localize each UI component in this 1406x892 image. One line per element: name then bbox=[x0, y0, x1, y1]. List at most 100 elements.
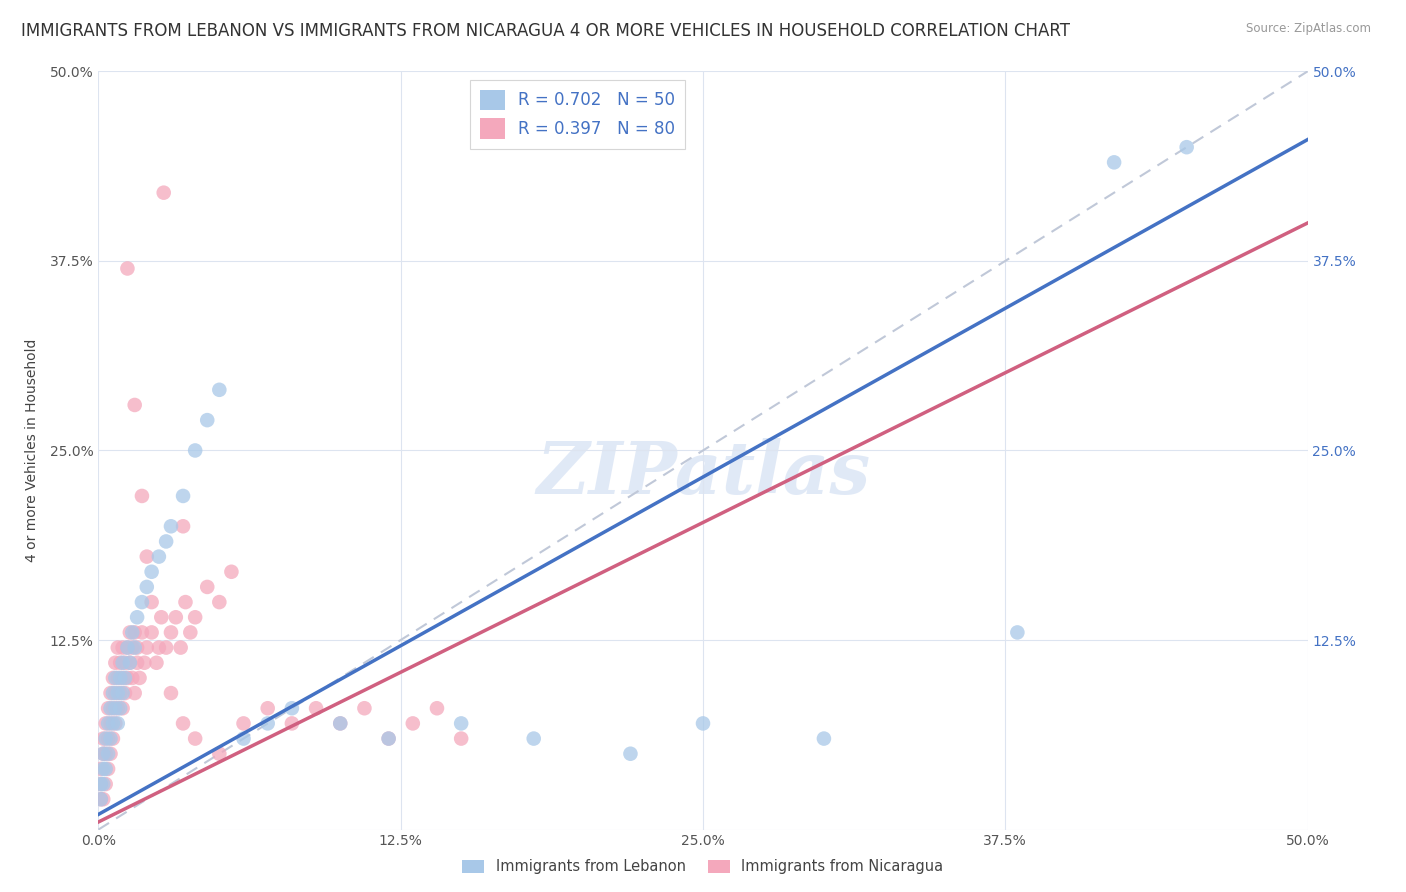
Point bbox=[121, 625, 143, 640]
Point bbox=[148, 549, 170, 564]
Point bbox=[377, 731, 399, 746]
Point bbox=[813, 731, 835, 746]
Point bbox=[329, 716, 352, 731]
Point bbox=[104, 656, 127, 670]
Point bbox=[107, 640, 129, 655]
Point bbox=[232, 716, 254, 731]
Point bbox=[100, 701, 122, 715]
Point bbox=[184, 731, 207, 746]
Point bbox=[97, 731, 120, 746]
Point bbox=[100, 747, 122, 761]
Point bbox=[108, 686, 131, 700]
Point bbox=[107, 716, 129, 731]
Point bbox=[117, 640, 139, 655]
Point bbox=[1007, 625, 1029, 640]
Point bbox=[100, 716, 122, 731]
Point bbox=[104, 716, 127, 731]
Point bbox=[450, 716, 472, 731]
Point bbox=[221, 565, 243, 579]
Point bbox=[256, 716, 278, 731]
Legend: R = 0.702   N = 50, R = 0.397   N = 80: R = 0.702 N = 50, R = 0.397 N = 80 bbox=[470, 79, 685, 149]
Point bbox=[135, 640, 157, 655]
Point bbox=[94, 716, 117, 731]
Point bbox=[121, 671, 143, 685]
Point bbox=[208, 383, 231, 397]
Point bbox=[90, 777, 112, 791]
Point bbox=[91, 792, 114, 806]
Point bbox=[131, 489, 153, 503]
Point bbox=[169, 640, 191, 655]
Point bbox=[121, 640, 143, 655]
Text: ZIPatlas: ZIPatlas bbox=[536, 438, 870, 508]
Y-axis label: 4 or more Vehicles in Household: 4 or more Vehicles in Household bbox=[24, 339, 38, 562]
Point bbox=[107, 671, 129, 685]
Point bbox=[94, 731, 117, 746]
Point bbox=[426, 701, 449, 715]
Point bbox=[104, 686, 127, 700]
Point bbox=[117, 671, 139, 685]
Point bbox=[114, 656, 136, 670]
Point bbox=[90, 762, 112, 776]
Point bbox=[111, 701, 134, 715]
Point bbox=[353, 701, 375, 715]
Point bbox=[127, 610, 149, 624]
Point bbox=[184, 443, 207, 458]
Point bbox=[1102, 155, 1125, 169]
Point bbox=[101, 701, 124, 715]
Point bbox=[111, 640, 134, 655]
Point bbox=[1175, 140, 1198, 154]
Legend: Immigrants from Lebanon, Immigrants from Nicaragua: Immigrants from Lebanon, Immigrants from… bbox=[457, 854, 949, 880]
Point bbox=[97, 762, 120, 776]
Point bbox=[172, 489, 194, 503]
Point bbox=[111, 671, 134, 685]
Point bbox=[117, 640, 139, 655]
Point bbox=[450, 731, 472, 746]
Point bbox=[195, 580, 218, 594]
Point bbox=[172, 716, 194, 731]
Point bbox=[108, 671, 131, 685]
Point bbox=[101, 716, 124, 731]
Point bbox=[305, 701, 328, 715]
Point bbox=[107, 686, 129, 700]
Point bbox=[195, 413, 218, 427]
Point bbox=[124, 640, 146, 655]
Point bbox=[155, 640, 177, 655]
Point bbox=[281, 716, 304, 731]
Point bbox=[108, 701, 131, 715]
Point bbox=[111, 656, 134, 670]
Point bbox=[141, 595, 163, 609]
Point bbox=[692, 716, 714, 731]
Point bbox=[91, 731, 114, 746]
Point bbox=[100, 686, 122, 700]
Point bbox=[174, 595, 197, 609]
Point bbox=[100, 731, 122, 746]
Point bbox=[91, 762, 114, 776]
Point bbox=[127, 656, 149, 670]
Point bbox=[131, 625, 153, 640]
Point bbox=[90, 792, 112, 806]
Point bbox=[94, 762, 117, 776]
Point bbox=[127, 640, 149, 655]
Point bbox=[90, 777, 112, 791]
Point bbox=[179, 625, 201, 640]
Point bbox=[131, 595, 153, 609]
Point bbox=[101, 731, 124, 746]
Point bbox=[165, 610, 187, 624]
Point bbox=[134, 656, 156, 670]
Point bbox=[402, 716, 425, 731]
Point bbox=[94, 777, 117, 791]
Point bbox=[91, 747, 114, 761]
Point bbox=[208, 595, 231, 609]
Point bbox=[281, 701, 304, 715]
Point bbox=[208, 747, 231, 761]
Point bbox=[91, 777, 114, 791]
Point bbox=[124, 398, 146, 412]
Text: Source: ZipAtlas.com: Source: ZipAtlas.com bbox=[1246, 22, 1371, 36]
Point bbox=[104, 671, 127, 685]
Point bbox=[118, 656, 141, 670]
Point bbox=[118, 625, 141, 640]
Point bbox=[150, 610, 173, 624]
Point bbox=[104, 701, 127, 715]
Text: IMMIGRANTS FROM LEBANON VS IMMIGRANTS FROM NICARAGUA 4 OR MORE VEHICLES IN HOUSE: IMMIGRANTS FROM LEBANON VS IMMIGRANTS FR… bbox=[21, 22, 1070, 40]
Point bbox=[124, 686, 146, 700]
